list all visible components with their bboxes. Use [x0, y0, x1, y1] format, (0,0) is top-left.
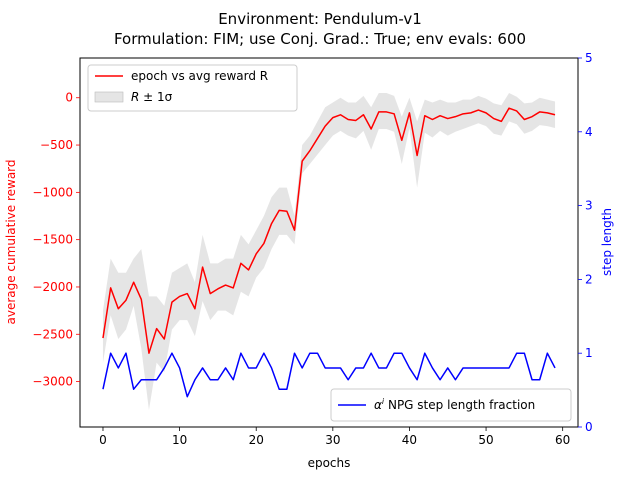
legend-band-label: R ± 1σ	[131, 90, 173, 104]
legend-top-box	[87, 64, 298, 112]
right-y-tick-label: 3	[585, 199, 593, 213]
legend-reward-label: epoch vs avg reward R	[131, 69, 268, 83]
chart-title-line1: Environment: Pendulum-v1	[218, 10, 422, 28]
chart-title-line2: Formulation: FIM; use Conj. Grad.: True;…	[114, 30, 526, 48]
legend-step-label: αi NPG step length fraction	[374, 397, 535, 412]
legend-top: epoch vs avg reward R R ± 1σ	[87, 64, 298, 112]
left-y-tick-label: −1000	[32, 185, 73, 199]
legend-step-label-sup: i	[382, 397, 385, 406]
x-tick-label: 20	[249, 433, 264, 447]
x-tick-label: 0	[99, 433, 107, 447]
legend-band-label-main: R	[131, 90, 139, 104]
reward-line	[102, 107, 556, 354]
band-layer	[102, 93, 556, 410]
legend-bottom: αi NPG step length fraction	[330, 388, 572, 422]
right-y-axis: 0 1 2 3 4 5	[578, 51, 593, 434]
x-tick-label: 40	[402, 433, 417, 447]
right-y-tick-label: 1	[585, 346, 593, 360]
x-axis-label: epochs	[308, 456, 351, 470]
left-y-tick-label: −1500	[32, 233, 73, 247]
legend-band-label-rest: ± 1σ	[139, 90, 172, 104]
right-y-tick-label: 0	[585, 420, 593, 434]
left-y-tick-label: −3000	[32, 375, 73, 389]
right-y-tick-label: 4	[585, 125, 593, 139]
left-y-tick-label: −2500	[32, 327, 73, 341]
x-tick-label: 30	[325, 433, 340, 447]
step-length-line	[102, 352, 556, 398]
legend-bottom-box	[330, 388, 572, 422]
legend-band-swatch	[94, 91, 124, 103]
left-y-tick-label: 0	[65, 91, 73, 105]
left-y-axis-label: average cumulative reward	[4, 159, 18, 324]
x-tick-label: 60	[555, 433, 570, 447]
left-y-tick-label: −500	[40, 138, 73, 152]
left-y-tick-label: −2000	[32, 280, 73, 294]
legend-step-label-rest: NPG step length fraction	[384, 398, 535, 412]
right-y-axis-label: step length	[600, 208, 614, 276]
right-y-tick-label: 2	[585, 272, 593, 286]
right-y-tick-label: 5	[585, 51, 593, 65]
reward-std-band	[102, 93, 556, 410]
left-y-axis: 0 −500 −1000 −1500 −2000 −2500 −3000	[32, 91, 80, 389]
x-axis: 0 10 20 30 40 50 60	[99, 427, 570, 447]
plot-frame	[79, 57, 579, 428]
x-tick-label: 50	[478, 433, 493, 447]
lines-layer	[102, 107, 556, 398]
x-tick-label: 10	[172, 433, 187, 447]
legend-step-label-main: α	[374, 398, 382, 412]
